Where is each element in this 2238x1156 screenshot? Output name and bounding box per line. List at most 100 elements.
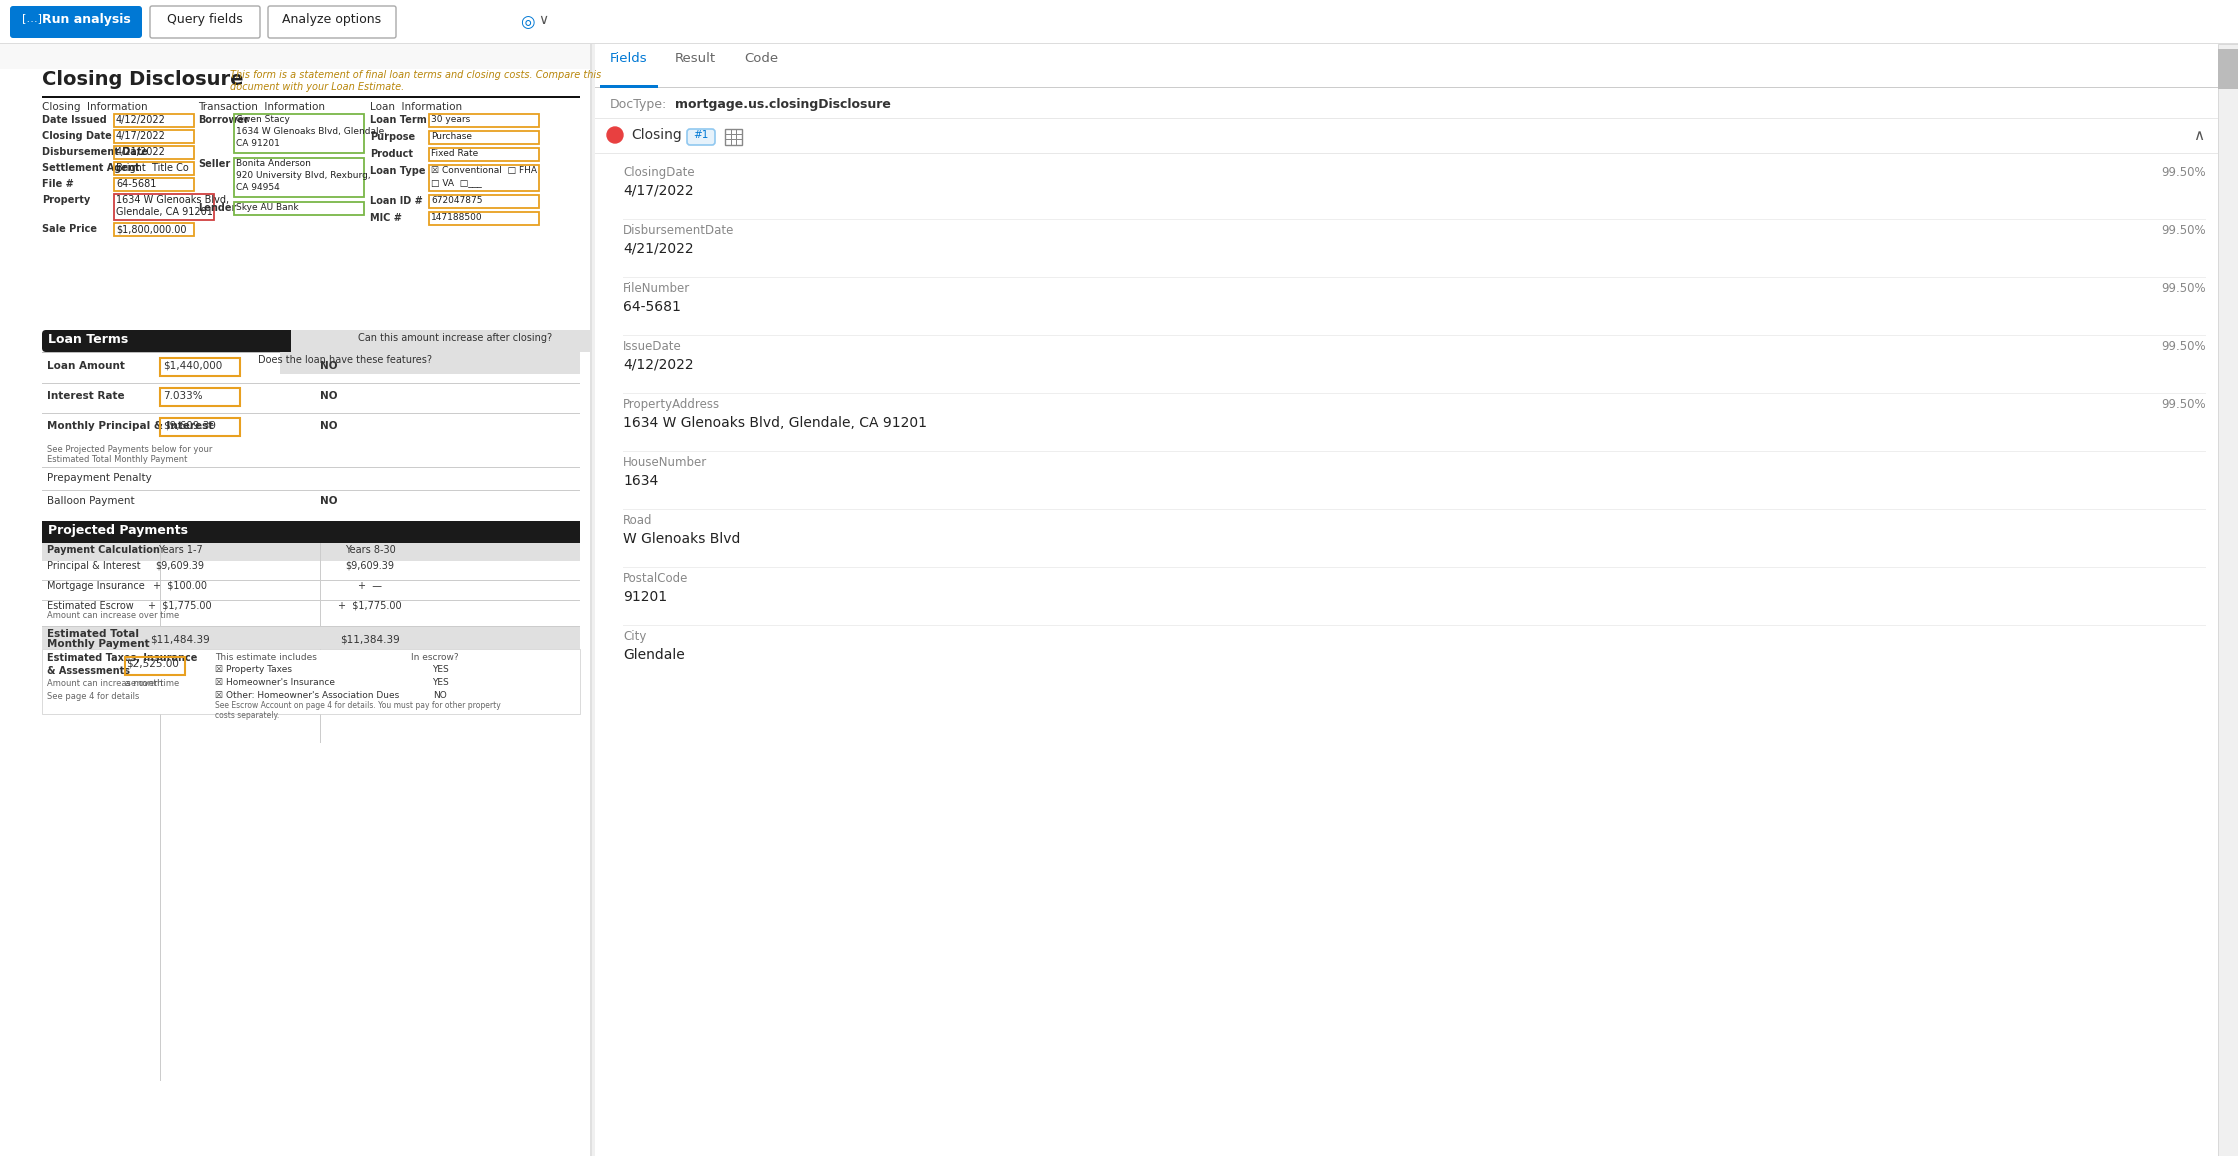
Text: This form is a statement of final loan terms and closing costs. Compare this: This form is a statement of final loan t… [231, 71, 602, 80]
Text: 99.50%: 99.50% [2162, 224, 2207, 237]
Text: NO: NO [320, 361, 338, 371]
Text: Settlement Agent: Settlement Agent [43, 163, 139, 173]
Text: ◎: ◎ [519, 13, 535, 31]
Text: $11,484.39: $11,484.39 [150, 633, 210, 644]
Text: Monthly Principal & Interest: Monthly Principal & Interest [47, 421, 213, 431]
Text: File #: File # [43, 179, 74, 188]
Bar [725, 129, 743, 144]
Text: MIC #: MIC # [369, 213, 403, 223]
FancyBboxPatch shape [150, 6, 260, 38]
Text: +  $1,775.00: + $1,775.00 [338, 601, 403, 612]
Text: Years 1-7: Years 1-7 [157, 544, 201, 555]
Text: DocType:: DocType: [611, 98, 667, 111]
Text: Transaction  Information: Transaction Information [197, 102, 325, 112]
FancyBboxPatch shape [269, 6, 396, 38]
Text: 147188500: 147188500 [432, 213, 483, 222]
Text: YES: YES [432, 679, 448, 687]
Bar [43, 543, 580, 561]
Text: ☒ Homeowner's Insurance: ☒ Homeowner's Insurance [215, 679, 336, 687]
Text: Prepayment Penalty: Prepayment Penalty [47, 473, 152, 483]
Text: W Glenoaks Blvd: W Glenoaks Blvd [622, 532, 741, 546]
Text: YES: YES [432, 665, 448, 674]
Text: & Assessments: & Assessments [47, 666, 130, 676]
Text: 4/21/2022: 4/21/2022 [622, 242, 694, 255]
Bar [114, 223, 195, 236]
Text: 64-5681: 64-5681 [116, 179, 157, 188]
FancyBboxPatch shape [43, 329, 331, 351]
Text: #1: #1 [694, 129, 709, 140]
Text: 1634 W Glenoaks Blvd, Glendale, CA 91201: 1634 W Glenoaks Blvd, Glendale, CA 91201 [622, 416, 927, 430]
FancyBboxPatch shape [687, 129, 714, 144]
Text: City: City [622, 630, 647, 643]
Bar [430, 212, 539, 225]
Bar [159, 388, 239, 406]
Bar [114, 162, 195, 175]
Text: NO: NO [320, 496, 338, 506]
Text: NO: NO [434, 691, 448, 701]
Text: Query fields: Query fields [168, 13, 244, 25]
Text: Fixed Rate: Fixed Rate [432, 149, 479, 158]
Text: mortgage.us.closingDisclosure: mortgage.us.closingDisclosure [676, 98, 891, 111]
Text: Monthly Payment: Monthly Payment [47, 639, 150, 649]
Text: $1,440,000: $1,440,000 [163, 361, 222, 371]
Bar [2218, 49, 2238, 89]
Text: ☒ Property Taxes: ☒ Property Taxes [215, 665, 291, 674]
Text: ClosingDate: ClosingDate [622, 166, 694, 179]
Text: 30 years: 30 years [432, 114, 470, 124]
Text: a month: a month [125, 679, 163, 688]
Text: Loan ID #: Loan ID # [369, 197, 423, 206]
Bar [430, 148, 539, 161]
Text: Sale Price: Sale Price [43, 224, 96, 234]
Text: Loan Term: Loan Term [369, 114, 427, 125]
Bar [430, 131, 539, 144]
Text: $9,609.39: $9,609.39 [345, 561, 394, 571]
Text: CA 94954: CA 94954 [235, 183, 280, 192]
Text: Loan Type: Loan Type [369, 166, 425, 176]
Text: 99.50%: 99.50% [2162, 282, 2207, 295]
Text: 99.50%: 99.50% [2162, 166, 2207, 179]
Bar [43, 649, 580, 714]
Text: Product: Product [369, 149, 414, 160]
Text: Purchase: Purchase [432, 132, 472, 141]
Text: Balloon Payment: Balloon Payment [47, 496, 134, 506]
Text: See Escrow Account on page 4 for details. You must pay for other property
costs : See Escrow Account on page 4 for details… [215, 701, 501, 720]
Text: See Projected Payments below for your
Estimated Total Monthly Payment: See Projected Payments below for your Es… [47, 445, 213, 465]
Bar [43, 627, 580, 649]
Text: Disbursement Date: Disbursement Date [43, 147, 148, 157]
Text: $11,384.39: $11,384.39 [340, 633, 401, 644]
Text: FileNumber: FileNumber [622, 282, 689, 295]
Text: $2,525.00: $2,525.00 [125, 659, 179, 669]
Text: Run analysis: Run analysis [43, 13, 130, 25]
Text: 1634: 1634 [622, 474, 658, 488]
Text: Payment Calculation: Payment Calculation [47, 544, 159, 555]
Text: Interest Rate: Interest Rate [47, 391, 125, 401]
Text: Bonita Anderson: Bonita Anderson [235, 160, 311, 168]
Text: Result: Result [674, 52, 716, 65]
Text: Glendale: Glendale [622, 649, 685, 662]
Text: 4/17/2022: 4/17/2022 [116, 131, 166, 141]
Text: 4/17/2022: 4/17/2022 [622, 184, 694, 198]
Text: Skye AU Bank: Skye AU Bank [235, 203, 298, 212]
Text: Loan Amount: Loan Amount [47, 361, 125, 371]
Bar [159, 418, 239, 436]
Bar [114, 146, 195, 160]
Bar [114, 178, 195, 191]
Bar [0, 44, 591, 69]
Text: +  $1,775.00: + $1,775.00 [148, 601, 213, 612]
Text: NO: NO [320, 421, 338, 431]
Text: +  —: + — [358, 581, 383, 591]
Bar [114, 129, 195, 143]
Text: Loan Terms: Loan Terms [47, 333, 128, 346]
Text: Amount can increase over time: Amount can increase over time [47, 679, 179, 688]
Bar [280, 351, 580, 375]
Text: Code: Code [743, 52, 779, 65]
Text: Fields: Fields [611, 52, 647, 65]
Text: Road: Road [622, 514, 653, 527]
Text: 7.033%: 7.033% [163, 391, 204, 401]
Bar [595, 44, 2238, 1156]
Text: Years 8-30: Years 8-30 [345, 544, 396, 555]
Text: ∧: ∧ [2193, 128, 2204, 143]
Text: ∨: ∨ [537, 13, 548, 27]
Bar [125, 657, 186, 675]
Text: Closing  Information: Closing Information [43, 102, 148, 112]
